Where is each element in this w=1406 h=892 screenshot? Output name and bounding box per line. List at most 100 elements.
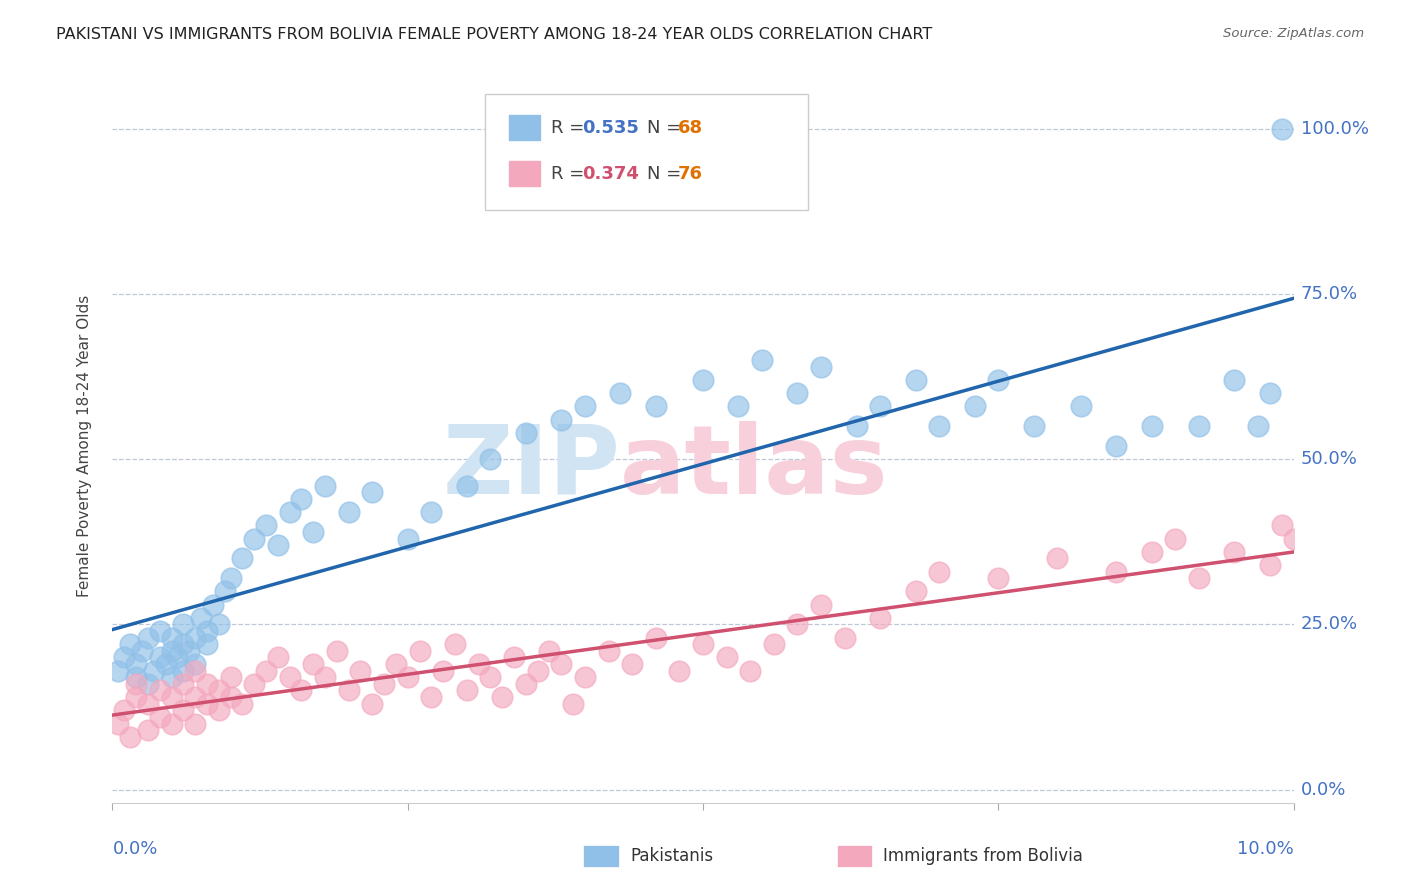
Point (834, 631, 856, 645)
Point (609, 386, 631, 401)
Point (160, 631, 183, 645)
Y-axis label: Female Poverty Among 18-24 Year Olds: Female Poverty Among 18-24 Year Olds (77, 295, 91, 597)
Point (219, 571, 242, 585)
Point (290, 683, 312, 698)
Point (107, 716, 129, 731)
Point (786, 617, 808, 632)
Point (172, 677, 194, 691)
Point (692, 373, 714, 387)
Point (740, 664, 762, 678)
Point (408, 644, 430, 658)
Point (125, 670, 148, 684)
Point (1247, 419, 1270, 434)
Point (727, 400, 749, 414)
Point (149, 710, 172, 724)
Text: 0.374: 0.374 (582, 165, 638, 183)
Point (208, 703, 231, 717)
Point (1046, 551, 1069, 566)
Point (326, 644, 349, 658)
Point (184, 664, 207, 678)
Point (314, 478, 336, 492)
Point (644, 631, 666, 645)
Text: 68: 68 (678, 119, 703, 136)
Point (184, 716, 207, 731)
Point (160, 644, 183, 658)
Text: 0.0%: 0.0% (112, 840, 157, 858)
Point (208, 683, 231, 698)
Text: N =: N = (647, 165, 686, 183)
Point (136, 697, 159, 711)
Point (184, 690, 207, 704)
Text: 25.0%: 25.0% (1301, 615, 1358, 633)
Point (963, 400, 986, 414)
Point (515, 425, 537, 440)
Point (1271, 121, 1294, 136)
Point (1258, 558, 1281, 572)
Text: R =: R = (551, 165, 591, 183)
Point (1223, 545, 1246, 559)
Point (131, 644, 153, 658)
Point (503, 650, 526, 665)
Text: 0.535: 0.535 (582, 119, 638, 136)
Text: Pakistanis: Pakistanis (630, 847, 713, 865)
Point (201, 598, 224, 612)
Point (396, 670, 419, 684)
Point (598, 644, 620, 658)
Point (160, 716, 183, 731)
Point (302, 524, 325, 539)
Point (479, 452, 502, 467)
Point (120, 730, 142, 744)
Point (195, 637, 218, 651)
Point (172, 617, 194, 632)
Point (112, 650, 135, 665)
Text: 76: 76 (678, 165, 703, 183)
Point (396, 532, 419, 546)
Point (1282, 532, 1305, 546)
Text: 75.0%: 75.0% (1301, 285, 1358, 303)
Point (762, 637, 785, 651)
Point (160, 690, 183, 704)
Point (136, 631, 159, 645)
Text: ZIP: ZIP (443, 421, 620, 514)
Point (166, 650, 188, 665)
Point (751, 353, 773, 368)
Point (420, 505, 443, 519)
Point (149, 650, 172, 665)
Point (195, 697, 218, 711)
Point (928, 419, 950, 434)
Point (179, 644, 201, 658)
Point (361, 485, 384, 500)
Point (172, 703, 194, 717)
Point (1140, 545, 1163, 559)
Point (302, 657, 325, 671)
Point (574, 670, 596, 684)
Point (550, 412, 572, 426)
Point (337, 505, 360, 519)
Point (125, 677, 148, 691)
Point (243, 532, 266, 546)
Point (385, 657, 408, 671)
Text: atlas: atlas (620, 421, 889, 514)
Text: 100.0%: 100.0% (1301, 120, 1368, 138)
Point (120, 637, 142, 651)
Point (314, 670, 336, 684)
Point (136, 723, 159, 738)
Point (786, 386, 808, 401)
Point (904, 584, 927, 599)
Point (125, 657, 148, 671)
Point (195, 624, 218, 638)
Point (904, 373, 927, 387)
Point (172, 637, 194, 651)
Text: Immigrants from Bolivia: Immigrants from Bolivia (883, 847, 1083, 865)
Point (1022, 419, 1045, 434)
Point (479, 670, 502, 684)
Point (373, 677, 395, 691)
Text: 10.0%: 10.0% (1237, 840, 1294, 858)
Point (1223, 373, 1246, 387)
Point (1105, 565, 1128, 579)
Point (432, 664, 454, 678)
Point (195, 677, 218, 691)
Point (692, 637, 714, 651)
Point (456, 478, 478, 492)
Point (1164, 532, 1187, 546)
